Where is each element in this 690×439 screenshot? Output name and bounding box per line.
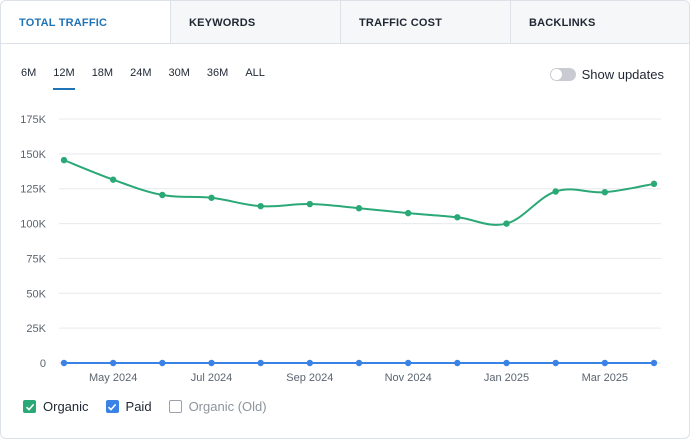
organic-data-point bbox=[257, 202, 264, 210]
organic-data-point bbox=[454, 214, 461, 221]
organic-data-point bbox=[601, 189, 609, 196]
period-18m[interactable]: 18M bbox=[91, 67, 114, 79]
y-tick-label: 25K bbox=[26, 323, 46, 335]
y-tick-label: 125K bbox=[20, 184, 46, 196]
chart-legend: Organic Paid Organic (Old) bbox=[23, 399, 284, 414]
y-tick-label: 150K bbox=[20, 149, 46, 161]
y-tick-label: 175K bbox=[20, 114, 46, 126]
paid-data-point bbox=[208, 359, 215, 367]
tab-keywords[interactable]: KEYWORDS bbox=[171, 1, 341, 43]
paid-data-point bbox=[355, 359, 363, 367]
show-updates-label: Show updates bbox=[581, 67, 664, 82]
organic-checkbox-icon[interactable] bbox=[23, 400, 36, 413]
tab-total-traffic[interactable]: TOTAL TRAFFIC bbox=[1, 1, 171, 43]
organic-data-point bbox=[60, 156, 68, 164]
paid-data-point bbox=[454, 359, 461, 367]
legend-paid-label: Paid bbox=[125, 399, 152, 414]
period-24m[interactable]: 24M bbox=[130, 67, 152, 79]
show-updates-control: Show updates bbox=[549, 67, 664, 82]
legend-organic[interactable]: Organic bbox=[23, 399, 89, 414]
organic-data-point bbox=[552, 188, 559, 195]
y-tick-label: 50K bbox=[26, 288, 46, 300]
paid-data-point bbox=[257, 359, 264, 367]
x-tick-label: Sep 2024 bbox=[286, 372, 333, 384]
period-6m[interactable]: 6M bbox=[21, 67, 37, 79]
y-tick-label: 75K bbox=[26, 253, 46, 265]
tab-backlinks[interactable]: BACKLINKS bbox=[529, 17, 596, 29]
organic-data-point bbox=[404, 209, 412, 217]
organic-data-point bbox=[208, 194, 215, 201]
paid-data-point bbox=[306, 359, 314, 367]
period-36m[interactable]: 36M bbox=[206, 67, 229, 79]
paid-data-point bbox=[601, 359, 609, 367]
paid-data-point bbox=[503, 359, 510, 367]
x-tick-label: Mar 2025 bbox=[582, 372, 628, 384]
organic-data-point bbox=[306, 200, 314, 208]
tab-bar: TOTAL TRAFFIC KEYWORDS TRAFFIC COST BACK… bbox=[1, 1, 689, 44]
legend-paid[interactable]: Paid bbox=[105, 399, 152, 414]
x-tick-label: Jan 2025 bbox=[484, 372, 529, 384]
organic-data-point bbox=[503, 220, 510, 227]
paid-data-point bbox=[404, 359, 412, 367]
organic-data-point bbox=[159, 191, 166, 199]
paid-data-point bbox=[552, 359, 559, 367]
period-all[interactable]: ALL bbox=[245, 67, 265, 79]
organic-data-point bbox=[650, 180, 658, 188]
x-tick-label: May 2024 bbox=[89, 372, 137, 384]
paid-data-point bbox=[650, 359, 658, 367]
x-tick-label: Nov 2024 bbox=[385, 372, 432, 384]
organic-data-point bbox=[355, 205, 363, 212]
organic-old-checkbox-icon[interactable] bbox=[168, 400, 182, 413]
period-selector: 6M 12M 18M 24M 30M 36M ALL bbox=[21, 67, 282, 90]
organic-data-point bbox=[109, 176, 117, 183]
x-tick-label: Jul 2024 bbox=[191, 372, 233, 384]
legend-organic-label: Organic bbox=[43, 399, 89, 414]
paid-data-point bbox=[60, 359, 68, 367]
period-30m[interactable]: 30M bbox=[168, 67, 190, 79]
paid-checkbox-icon[interactable] bbox=[105, 400, 119, 413]
legend-organic-old[interactable]: Organic (Old) bbox=[168, 399, 267, 414]
y-tick-label: 0 bbox=[40, 358, 46, 370]
organic-series-line bbox=[63, 159, 655, 226]
paid-data-point bbox=[109, 359, 117, 367]
paid-data-point bbox=[159, 359, 166, 367]
show-updates-toggle[interactable] bbox=[549, 68, 576, 81]
traffic-line-chart: 0 25K 50K 75K 100K 125K 150K 175K May 2024 Jul 20… bbox=[20, 114, 661, 384]
y-tick-label: 100K bbox=[20, 219, 46, 231]
legend-organic-old-label: Organic (Old) bbox=[188, 399, 267, 414]
tab-traffic-cost[interactable]: TRAFFIC COST bbox=[341, 1, 511, 43]
period-12m[interactable]: 12M bbox=[53, 67, 76, 90]
